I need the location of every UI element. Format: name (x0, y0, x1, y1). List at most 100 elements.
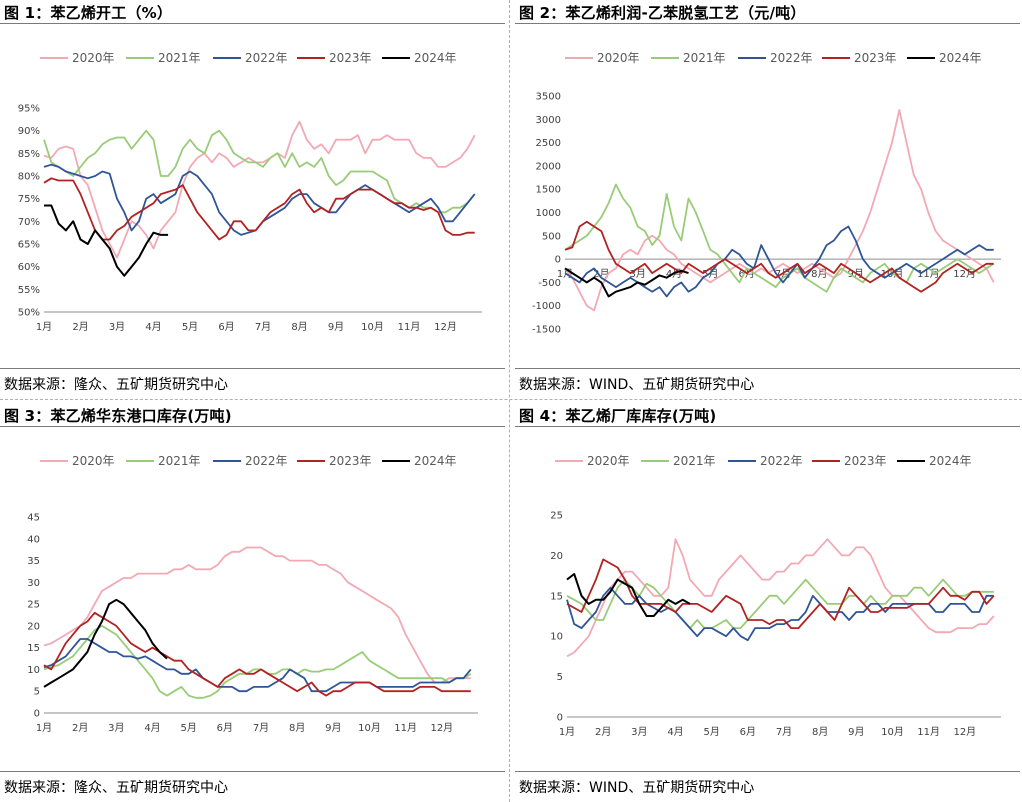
series-line-2021 (566, 578, 994, 630)
source-rule (515, 771, 1020, 772)
legend-label: 2021年 (683, 51, 726, 65)
legend: 2020年 2021年 2022年 2023年 2024年 (40, 51, 457, 65)
legend-label: 2024年 (414, 454, 457, 468)
y-tick-label: 50% (18, 308, 40, 319)
x-tick-label: 4月 (144, 722, 160, 734)
x-tick-label: 6月 (218, 321, 234, 333)
y-tick-label: 1500 (536, 185, 561, 196)
legend-label: 2021年 (673, 454, 716, 468)
x-tick-label: 5月 (180, 722, 196, 734)
series-line-2024 (566, 573, 691, 617)
y-tick-label: 55% (18, 285, 40, 296)
chart-factory-inventory: 2020年 2021年 2022年 2023年 2024年 0 5 10 15 20 25 1月 2月 3… (550, 454, 1001, 738)
chart-styrene-operating-rate: 2020年 2021年 2022年 2023年 2024年 50% 55% 60% 65% 70%… (18, 51, 482, 333)
y-tick-label: -1500 (532, 325, 561, 336)
legend: 2020年 2021年 2022年 2023年 2024年 (555, 454, 972, 468)
series-line-2024 (43, 598, 168, 688)
y-tick-label: 40 (27, 534, 40, 545)
x-tick-label: 6月 (740, 726, 756, 738)
y-tick-label: 25 (27, 600, 40, 611)
y-tick-label: 15 (27, 643, 40, 654)
y-tick-label: -1000 (532, 301, 561, 312)
x-tick-label: 8月 (812, 726, 828, 738)
title-rule (0, 23, 505, 24)
series-line-2024 (564, 267, 689, 298)
x-tick-label: 2月 (595, 726, 611, 738)
series-line-2024 (44, 204, 169, 277)
y-tick-label: 0 (34, 709, 40, 720)
series-line-2021 (43, 624, 472, 699)
x-tick-label: 4月 (145, 321, 161, 333)
x-tick-label: 10月 (358, 722, 381, 734)
legend-label: 2020年 (597, 51, 640, 65)
panel-title: 图 1：苯乙烯开工（%） (4, 4, 173, 22)
x-tick-label: 11月 (917, 726, 940, 738)
x-tick-label: 9月 (848, 726, 864, 738)
x-tick-label: 10月 (881, 726, 904, 738)
x-tick-label: 4月 (667, 726, 683, 738)
title-rule (0, 426, 505, 427)
y-tick-label: 1000 (536, 208, 561, 219)
x-tick-label: 5月 (182, 321, 198, 333)
series-line-2022 (564, 225, 994, 298)
y-tick-label: 3000 (536, 115, 561, 126)
x-tick-label: 1月 (36, 321, 52, 333)
series-line-2023 (43, 177, 475, 241)
series-line-2021 (564, 183, 995, 293)
legend-label: 2024年 (414, 51, 457, 65)
y-tick-label: 10 (27, 665, 40, 676)
legend-label: 2022年 (245, 51, 288, 65)
panel-title: 图 4：苯乙烯厂库库存(万吨) (519, 407, 717, 425)
legend-label: 2023年 (854, 51, 897, 65)
y-tick-label: 2500 (536, 138, 561, 149)
source-rule (0, 368, 505, 369)
y-tick-label: 95% (18, 104, 40, 115)
x-tick-label: 2月 (72, 722, 88, 734)
x-tick-label: 11月 (394, 722, 417, 734)
horizontal-divider (0, 399, 1022, 400)
y-tick-label: 0 (557, 713, 563, 724)
x-tick-label: 7月 (776, 726, 792, 738)
panel-4: 图 4：苯乙烯厂库库存(万吨) 2020年 2021年 2022年 2023年 2024… (515, 403, 1020, 800)
series-line-2023 (43, 611, 471, 697)
series-line-2022 (43, 638, 472, 693)
x-tick-label: 9月 (325, 722, 341, 734)
legend-label: 2023年 (329, 454, 372, 468)
panel-2: 图 2：苯乙烯利润-乙苯脱氢工艺（元/吨） 2020年 2021年 2022年 202… (515, 0, 1020, 397)
y-tick-label: 10 (550, 632, 563, 643)
legend-label: 2020年 (72, 454, 115, 468)
y-tick-label: 45 (27, 513, 40, 524)
x-tick-label: 5月 (703, 726, 719, 738)
legend-label: 2020年 (587, 454, 630, 468)
data-source: 数据来源：隆众、五矿期货研究中心 (4, 377, 228, 393)
legend-label: 2022年 (245, 454, 288, 468)
x-tick-label: 7月 (255, 321, 271, 333)
y-tick-label: 60% (18, 262, 40, 273)
x-tick-label: 8月 (811, 268, 827, 280)
y-tick-label: 35 (27, 556, 40, 567)
y-tick-label: 70% (18, 217, 40, 228)
x-tick-label: 1月 (559, 726, 575, 738)
legend-label: 2024年 (929, 454, 972, 468)
data-source: 数据来源：WIND、五矿期货研究中心 (519, 377, 755, 393)
legend-label: 2021年 (158, 51, 201, 65)
x-tick-label: 3月 (631, 726, 647, 738)
y-tick-label: 80% (18, 172, 40, 183)
y-tick-label: 500 (542, 231, 561, 242)
y-tick-label: 65% (18, 240, 40, 251)
series-line-2020 (564, 109, 995, 312)
legend-label: 2024年 (939, 51, 982, 65)
legend-label: 2022年 (760, 454, 803, 468)
panel-title: 图 2：苯乙烯利润-乙苯脱氢工艺（元/吨） (519, 4, 806, 22)
x-tick-label: 6月 (217, 722, 233, 734)
x-tick-label: 11月 (398, 321, 421, 333)
x-tick-label: 7月 (253, 722, 269, 734)
series-line-2022 (43, 163, 476, 236)
source-rule (0, 771, 505, 772)
y-tick-label: 15 (550, 591, 563, 602)
panel-title: 图 3：苯乙烯华东港口库存(万吨) (4, 407, 232, 425)
legend-label: 2021年 (158, 454, 201, 468)
legend-label: 2022年 (770, 51, 813, 65)
chart-east-china-port-inventory: 2020年 2021年 2022年 2023年 2024年 0 5 10 15 20 25 30 35 4… (27, 454, 478, 734)
series-line-2020 (43, 546, 471, 684)
